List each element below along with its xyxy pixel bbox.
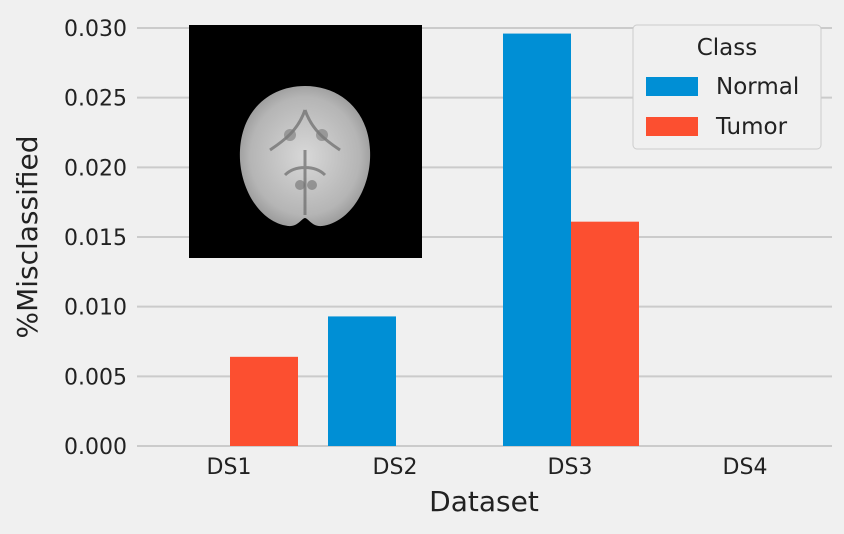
legend-title: Class — [697, 35, 758, 61]
legend: Class Normal Tumor — [632, 24, 822, 150]
legend-label-normal: Normal — [716, 74, 799, 100]
y-tick-label: 0.015 — [64, 226, 127, 251]
bars — [230, 33, 639, 446]
x-tick-labels: DS1 DS2 DS3 DS4 — [207, 455, 768, 480]
x-tick-label: DS3 — [548, 455, 593, 480]
y-tick-label: 0.005 — [64, 365, 127, 390]
bar-tumor-ds3 — [571, 221, 639, 446]
y-tick-labels: 0.000 0.005 0.010 0.015 0.020 0.025 0.030 — [64, 17, 127, 460]
legend-swatch-tumor — [646, 117, 698, 136]
y-axis-label: %Misclassified — [11, 135, 44, 338]
x-tick-label: DS1 — [207, 455, 252, 480]
legend-label-tumor: Tumor — [715, 114, 788, 140]
x-axis-label: Dataset — [429, 485, 539, 518]
y-tick-label: 0.030 — [64, 17, 127, 42]
legend-swatch-normal — [646, 77, 698, 96]
bar-normal-ds2 — [328, 316, 396, 446]
x-tick-label: DS4 — [723, 455, 768, 480]
y-tick-label: 0.020 — [64, 156, 127, 181]
brain-mri-inset — [189, 25, 422, 258]
bar-tumor-ds1 — [230, 356, 298, 446]
y-tick-label: 0.010 — [64, 296, 127, 321]
bar-normal-ds3 — [503, 33, 571, 446]
y-tick-label: 0.025 — [64, 87, 127, 112]
y-tick-label: 0.000 — [64, 435, 127, 460]
x-tick-label: DS2 — [373, 455, 418, 480]
